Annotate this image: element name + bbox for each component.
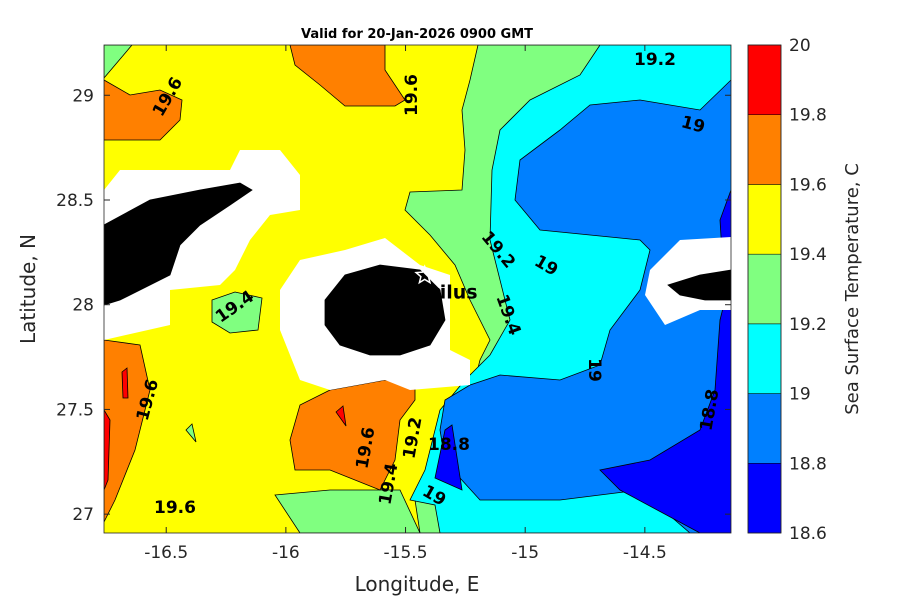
colorbar-tick-label: 19 [789,385,811,405]
y-axis-label: Latitude, N [16,234,40,344]
contour-layer [104,45,731,533]
chart-title: Valid for 20-Jan-2026 0900 GMT [301,27,533,42]
land-tenerife [104,182,253,306]
colorbar-band [747,393,782,464]
colorbar-tick-label: 18.8 [789,454,827,474]
x-tick-label: -16.5 [144,543,188,563]
band-19.6-19.8 [289,379,416,491]
contour-label: 18.8 [428,435,470,455]
marker-label: tilus [431,281,478,303]
colorbar-tick-label: 18.6 [789,524,827,544]
colorbar-band [747,253,782,325]
band-18.8-19 [439,79,731,533]
x-axis-label: Longitude, E [355,572,480,596]
y-tick-label: 29 [72,86,94,106]
star-icon [414,264,436,285]
colorbar-label: Sea Surface Temperature, C [842,163,863,415]
y-tick-label: 28 [72,296,94,316]
colorbar-band [747,44,782,115]
band-19.8-20 [104,409,111,491]
band-19.2-19.4 [185,423,197,443]
band-18.6-18.8 [434,424,463,491]
band-19.2-19.4 [104,45,133,79]
band-19.6-19.8 [289,45,406,107]
colorbar-band [747,463,782,534]
band-19.2-19.4 [274,489,421,533]
plot-frame [103,44,732,534]
y-tick-label: 27 [72,505,94,525]
x-tick-label: -15 [511,543,539,563]
no-data-mask [104,150,300,340]
x-tick-label: -14.5 [623,543,667,563]
band-19.8-20 [121,367,129,399]
colorbar-tick-label: 19.4 [789,245,827,265]
x-tick-label: -15.5 [384,543,428,563]
band-19.2-19.4 [211,291,263,334]
colorbar-tick-label: 19.6 [789,175,827,195]
colorbar-tick-label: 19.2 [789,315,827,335]
x-tick-label: -16 [272,543,300,563]
contour-label: 19.2 [634,50,676,70]
contour-label: 19.6 [154,498,196,518]
contour-label: 19.6 [402,74,422,116]
y-tick-label: 28.5 [56,191,94,211]
land-fuerteventura [667,269,731,301]
colorbar-tick-label: 20 [789,36,811,56]
colorbar-tick-label: 19.8 [789,106,827,126]
land-gran-canaria [324,264,446,356]
colorbar-band [747,184,782,255]
y-tick-label: 27.5 [56,400,94,420]
contour-label: 19 [584,358,604,382]
colorbar-frame [747,44,782,534]
colorbar-band [747,114,782,185]
band-19.6-19.8 [104,79,183,141]
band-19.6-19.8 [104,339,151,523]
colorbar-band [747,323,782,394]
band-19.8-20 [335,405,347,427]
